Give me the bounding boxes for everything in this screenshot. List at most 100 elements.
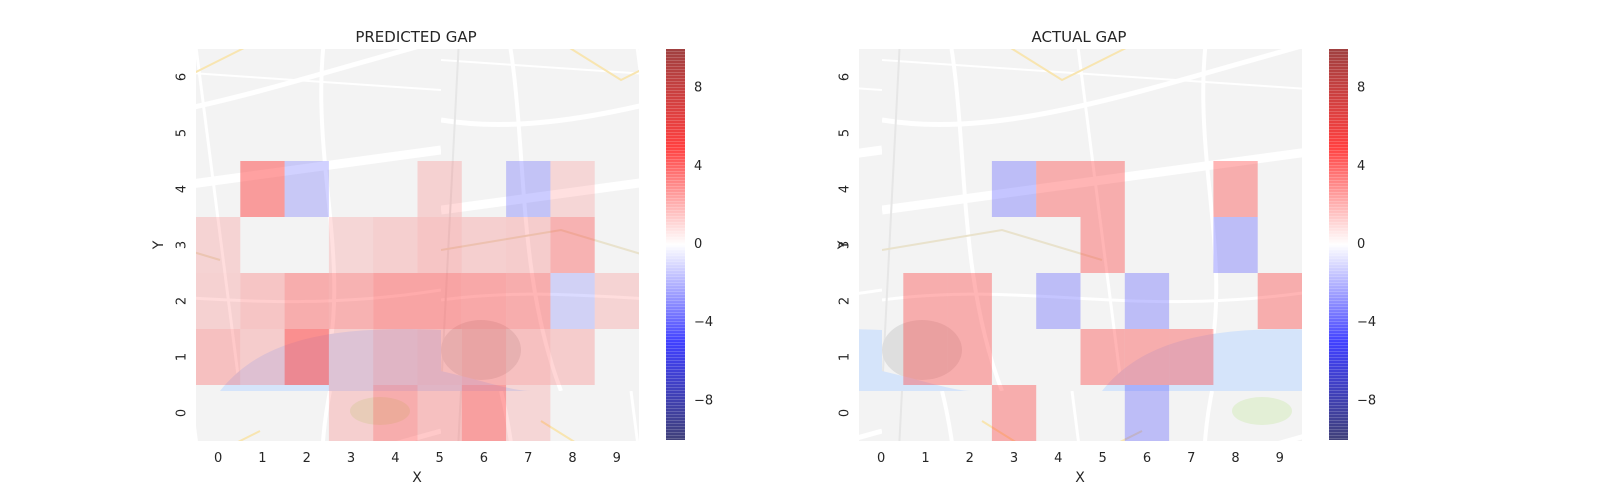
heatmap-cell — [417, 329, 462, 385]
heatmap-cell — [506, 273, 551, 329]
heatmap-cell — [240, 329, 285, 385]
colorbar-tick-label: 8 — [1357, 81, 1365, 96]
colorbar-tick-label: −4 — [694, 315, 713, 330]
x-tick-label: 8 — [568, 451, 576, 466]
heatmap-cell — [373, 329, 418, 385]
y-tick-label: 5 — [838, 129, 853, 137]
heatmap-cell — [284, 273, 329, 329]
heatmap-cell — [373, 273, 418, 329]
heatmap-cell — [284, 329, 329, 385]
x-tick-label: 5 — [1099, 451, 1107, 466]
y-tick-label: 6 — [175, 73, 190, 81]
colorbar-tick-label: −4 — [1357, 315, 1376, 330]
heatmap-cells — [903, 161, 1302, 441]
heatmap-cell — [240, 273, 285, 329]
heatmap-cell — [328, 273, 374, 329]
heatmap-cell — [417, 161, 462, 217]
heatmap-cell — [903, 329, 948, 385]
x-axis-label: X — [412, 470, 422, 486]
y-tick-label: 3 — [175, 241, 190, 249]
colorbar-lines — [1329, 49, 1348, 440]
heatmap-cell — [1124, 329, 1170, 385]
x-tick-label: 8 — [1231, 451, 1239, 466]
x-tick-label: 9 — [613, 451, 621, 466]
x-tick-label: 2 — [303, 451, 311, 466]
y-axis-label: Y — [836, 240, 852, 250]
map-background — [859, 49, 1302, 441]
chart-title: ACTUAL GAP — [1032, 28, 1127, 46]
colorbar-ticks: 8 4 0 −4 −8 — [1357, 81, 1376, 409]
heatmap-cell — [506, 161, 551, 217]
heatmap-cell — [196, 273, 241, 329]
colorbar-ticks: 8 4 0 −4 −8 — [694, 81, 713, 409]
y-tick-label: 1 — [175, 353, 190, 361]
map-background — [196, 49, 639, 441]
heatmap-cell — [373, 217, 418, 273]
heatmap-cell — [461, 273, 507, 329]
heatmap-cell — [417, 385, 462, 441]
heatmap-cell — [373, 385, 418, 441]
chart-actual: ACTUAL GAP 0 1 2 3 4 5 6 7 8 9 0 1 2 3 4 5 6 X Y 8 4 0 −4 −… — [836, 28, 1376, 486]
x-tick-label: 0 — [877, 451, 885, 466]
heatmap-cell — [550, 161, 595, 217]
y-tick-label: 2 — [175, 297, 190, 305]
x-tick-label: 0 — [214, 451, 222, 466]
colorbar-tick-label: −8 — [694, 393, 713, 408]
y-tick-label: 5 — [175, 129, 190, 137]
heatmap-cell — [328, 385, 374, 441]
colorbar-lines — [666, 49, 685, 440]
heatmap-cell — [903, 273, 948, 329]
x-tick-label: 1 — [258, 451, 266, 466]
heatmap-cell — [1080, 161, 1125, 217]
heatmap-cell — [417, 217, 462, 273]
heatmap-cell — [461, 217, 507, 273]
heatmap-cell — [196, 329, 241, 385]
heatmap-cell — [328, 217, 374, 273]
heatmap-cell — [506, 385, 551, 441]
heatmap-cell — [1080, 217, 1125, 273]
colorbar-tick-label: 0 — [1357, 237, 1365, 252]
x-tick-label: 3 — [1010, 451, 1018, 466]
heatmap-cell — [1257, 273, 1302, 329]
y-tick-label: 3 — [838, 241, 853, 249]
heatmap-cells — [196, 161, 639, 441]
heatmap-cell — [550, 217, 595, 273]
y-axis-label: Y — [151, 240, 167, 250]
heatmap-cell — [461, 329, 507, 385]
x-tick-label: 7 — [524, 451, 532, 466]
heatmap-cell — [506, 329, 551, 385]
x-tick-label: 6 — [1143, 451, 1151, 466]
heatmap-cell — [506, 217, 551, 273]
colorbar-tick-label: 4 — [1357, 159, 1365, 174]
heatmap-cell — [991, 161, 1037, 217]
heatmap-cell — [947, 273, 992, 329]
heatmap-cell — [1169, 329, 1214, 385]
x-tick-label: 4 — [391, 451, 399, 466]
y-tick-label: 0 — [838, 409, 853, 417]
heatmap-cell — [328, 329, 374, 385]
heatmap-cell — [550, 329, 595, 385]
heatmap-cell — [991, 385, 1037, 441]
heatmap-cell — [1080, 329, 1125, 385]
heatmap-cell — [550, 273, 595, 329]
x-axis-label: X — [1075, 470, 1085, 486]
x-tick-label: 2 — [966, 451, 974, 466]
colorbar-tick-label: −8 — [1357, 393, 1376, 408]
y-tick-label: 2 — [838, 297, 853, 305]
heatmap-cell — [461, 385, 507, 441]
y-tick-label: 4 — [838, 185, 853, 193]
chart-title: PREDICTED GAP — [355, 28, 476, 46]
x-tick-label: 5 — [435, 451, 443, 466]
y-ticks: 0 1 2 3 4 5 6 — [838, 73, 853, 417]
y-tick-label: 6 — [838, 73, 853, 81]
heatmap-cell — [1036, 273, 1081, 329]
heatmap-cell — [1213, 161, 1258, 217]
heatmap-cell — [284, 161, 329, 217]
x-tick-label: 9 — [1276, 451, 1284, 466]
colorbar-tick-label: 8 — [694, 81, 702, 96]
x-tick-label: 3 — [347, 451, 355, 466]
x-ticks: 0 1 2 3 4 5 6 7 8 9 — [877, 451, 1284, 466]
y-tick-label: 4 — [175, 185, 190, 193]
x-tick-label: 6 — [480, 451, 488, 466]
